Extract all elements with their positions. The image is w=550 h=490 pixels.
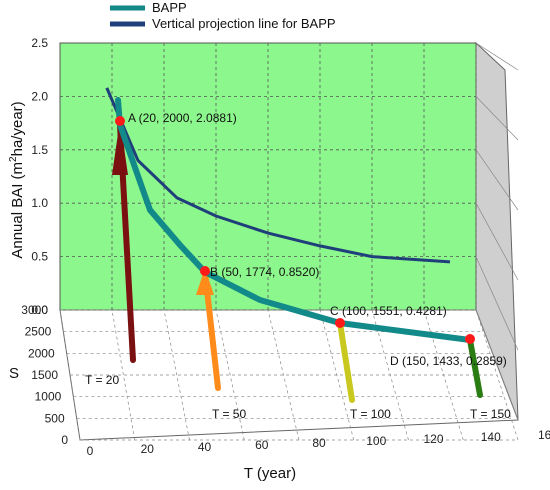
right-wall-grid	[475, 42, 519, 71]
s-tick-label: 1500	[31, 368, 58, 382]
right-wall-grid	[475, 149, 519, 211]
t-line-label: T = 20	[85, 373, 119, 387]
floor-grid-t	[163, 309, 190, 441]
point-a	[115, 116, 125, 126]
y-tick-label: 2.5	[31, 36, 48, 50]
tick-labels: 0.0 0.5 1.0 1.5 2.0 2.5 0 20 40 60 80 100 120 140 160 0…	[21, 36, 550, 458]
point-label: A (20, 2000, 2.0881)	[128, 111, 237, 125]
floor-grid-t	[371, 309, 409, 441]
t20-arrow	[112, 120, 128, 175]
legend-label-projection: Vertical projection line for BAPP	[152, 16, 336, 31]
right-wall-grid	[475, 256, 519, 351]
point-d	[465, 334, 475, 344]
point-label: D (150, 1433, 0.2859)	[390, 354, 507, 368]
legend-label-bapp: BAPP	[152, 0, 187, 15]
t-line-label: T = 150	[470, 407, 511, 421]
y-tick-label: 1.5	[31, 143, 48, 157]
s-axis-title: S	[9, 365, 19, 382]
point-label: C (100, 1551, 0.4281)	[330, 304, 447, 318]
legend: BAPP Vertical projection line for BAPP	[110, 0, 336, 31]
right-wall-grid	[475, 203, 519, 281]
s-tick-label: 2000	[28, 346, 55, 360]
floor-grid-t	[111, 309, 136, 441]
floor-grid-t	[423, 309, 464, 441]
t-line-100	[337, 320, 355, 403]
y-axis-title: Annual BAI (m2ha/year)	[8, 101, 26, 258]
x-tick-label: 160	[538, 428, 550, 442]
projection-line	[105, 87, 451, 264]
floor-grid-t	[267, 309, 300, 441]
floor-grid-t	[59, 309, 81, 441]
y-tick-label: 0.5	[31, 250, 48, 264]
x-tick-label: 140	[481, 430, 501, 444]
s-tick-label: 0	[61, 433, 68, 447]
bapp-series	[115, 97, 473, 343]
x-tick-label: 60	[255, 438, 269, 452]
s-tick-label: 2500	[25, 325, 52, 339]
s-tick-label: 1000	[35, 390, 62, 404]
x-tick-label: 80	[312, 436, 326, 450]
floor-grid-t	[319, 309, 355, 441]
x-tick-label: 0	[87, 444, 94, 458]
y-tick-label: 2.0	[31, 89, 48, 103]
marked-points: A (20, 2000, 2.0881) B (50, 1774, 0.8520)…	[115, 111, 507, 368]
point-label: B (50, 1774, 0.8520)	[210, 265, 319, 279]
t-line-150	[467, 337, 483, 398]
t-line-label: T = 50	[212, 407, 246, 421]
floor-grid-t	[475, 309, 519, 441]
right-wall-grid	[475, 309, 519, 421]
point-c	[335, 318, 345, 328]
x-axis-title: T (year)	[244, 465, 296, 482]
x-tick-label: 20	[141, 442, 155, 456]
right-wall-grid	[475, 96, 519, 141]
s-tick-label: 500	[45, 411, 65, 425]
y-tick-label: 0.0	[31, 303, 48, 317]
floor-grid-t	[215, 309, 245, 441]
t-line-label: T = 100	[350, 407, 391, 421]
x-tick-label: 120	[423, 432, 443, 446]
point-b	[200, 266, 210, 276]
t-lines: T = 20 T = 50 T = 100 T = 150	[85, 120, 511, 421]
bapp-line	[115, 97, 473, 343]
s-tick-label: 3000	[21, 303, 48, 317]
x-tick-label: 100	[366, 434, 386, 448]
t50-arrow	[196, 268, 214, 295]
y-tick-label: 1.0	[31, 196, 48, 210]
projection-series	[105, 87, 451, 264]
x-tick-label: 40	[198, 440, 212, 454]
